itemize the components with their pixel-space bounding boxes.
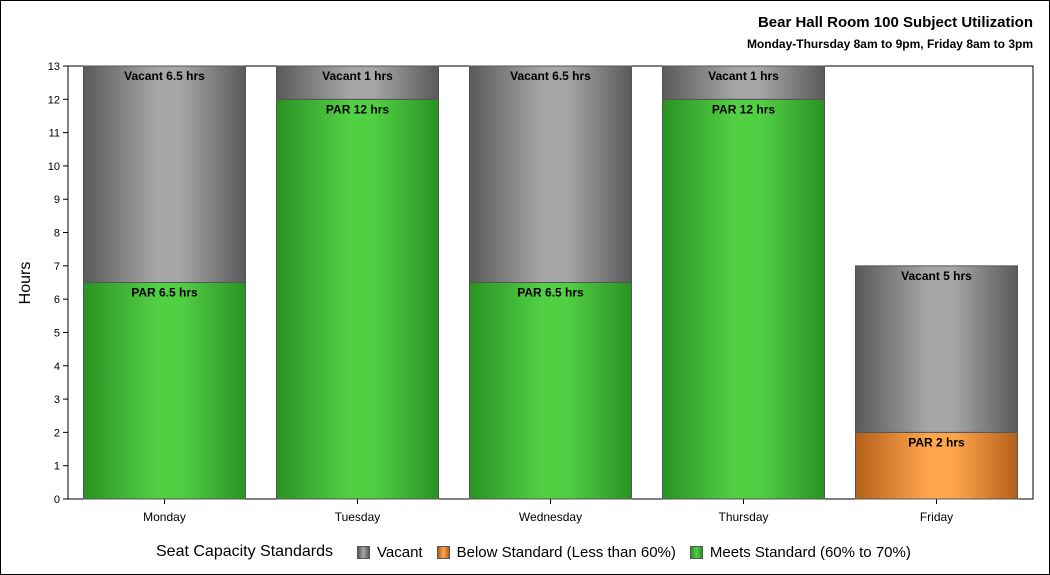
data-label-tuesday-vacant: Vacant 1 hrs xyxy=(322,69,393,83)
x-tick-label-wednesday: Wednesday xyxy=(519,510,582,524)
bar-segment-tuesday-vacant xyxy=(276,65,439,100)
legend-swatch-vacant xyxy=(357,545,370,559)
y-tick-label-11: 11 xyxy=(49,128,60,140)
data-label-monday-par: PAR 6.5 hrs xyxy=(131,286,198,300)
legend-title: Seat Capacity Standards xyxy=(156,543,333,560)
x-tick-label-monday: Monday xyxy=(143,510,186,524)
x-tick-label-tuesday: Tuesday xyxy=(335,510,381,524)
data-label-friday-vacant: Vacant 5 hrs xyxy=(901,269,972,283)
bar-segment-monday-vacant xyxy=(83,65,246,283)
y-tick-label-13: 13 xyxy=(48,61,60,73)
bar-segment-thursday-par xyxy=(662,98,825,500)
bar-segment-friday-par xyxy=(855,431,1018,500)
legend-item-meets-standard: Meets Standard (60% to 70%) xyxy=(689,543,911,561)
y-tick-label-6: 6 xyxy=(54,294,60,306)
y-tick-label-8: 8 xyxy=(54,228,60,240)
bar-segment-thursday-vacant xyxy=(662,65,825,100)
legend-label-meets-standard: Meets Standard (60% to 70%) xyxy=(709,543,911,561)
chart-subtitle: Monday-Thursday 8am to 9pm, Friday 8am t… xyxy=(746,37,1033,51)
bar-segment-friday-vacant xyxy=(855,265,1018,433)
x-tick-label-friday: Friday xyxy=(920,510,953,524)
data-label-wednesday-vacant: Vacant 6.5 hrs xyxy=(510,69,591,83)
y-tick-label-7: 7 xyxy=(54,261,60,273)
data-label-thursday-par: PAR 12 hrs xyxy=(712,102,775,116)
legend-label-below-standard: Below Standard (Less than 60%) xyxy=(456,543,676,561)
legend-swatch-below-standard xyxy=(436,545,450,559)
chart-title: Bear Hall Room 100 Subject Utilization xyxy=(757,14,1033,31)
y-axis-label: Hours xyxy=(17,262,34,305)
data-label-thursday-vacant: Vacant 1 hrs xyxy=(708,69,779,83)
y-tick-label-4: 4 xyxy=(54,361,60,373)
y-tick-label-12: 12 xyxy=(48,94,60,106)
y-tick-label-9: 9 xyxy=(54,194,60,206)
bar-segment-wednesday-par xyxy=(469,282,632,500)
legend: Seat Capacity Standards Vacant Below Sta… xyxy=(156,541,925,563)
data-label-tuesday-par: PAR 12 hrs xyxy=(326,102,389,116)
legend-item-below-standard: Below Standard (Less than 60%) xyxy=(436,543,676,561)
y-tick-label-0: 0 xyxy=(54,494,60,506)
y-tick-label-1: 1 xyxy=(54,461,60,473)
y-tick-label-10: 10 xyxy=(48,161,60,173)
y-tick-label-5: 5 xyxy=(54,327,60,339)
data-label-friday-par: PAR 2 hrs xyxy=(908,435,965,449)
legend-item-vacant: Vacant xyxy=(357,544,423,561)
data-label-monday-vacant: Vacant 6.5 hrs xyxy=(124,69,205,83)
data-label-wednesday-par: PAR 6.5 hrs xyxy=(517,286,584,300)
bar-segment-tuesday-par xyxy=(276,98,439,500)
legend-label-vacant: Vacant xyxy=(377,543,423,561)
x-tick-label-thursday: Thursday xyxy=(718,510,768,524)
bar-segment-monday-par xyxy=(83,282,246,500)
y-tick-label-2: 2 xyxy=(54,427,60,439)
y-tick-label-3: 3 xyxy=(54,394,60,406)
legend-swatch-meets-standard xyxy=(689,545,703,559)
bar-segment-wednesday-vacant xyxy=(469,65,632,283)
